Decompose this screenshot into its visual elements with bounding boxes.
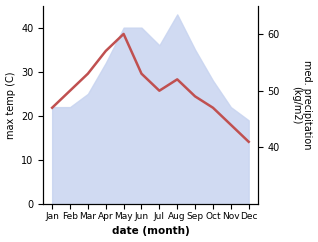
Y-axis label: max temp (C): max temp (C)	[5, 71, 16, 139]
Y-axis label: med. precipitation
(kg/m2): med. precipitation (kg/m2)	[291, 60, 313, 150]
X-axis label: date (month): date (month)	[112, 227, 189, 236]
